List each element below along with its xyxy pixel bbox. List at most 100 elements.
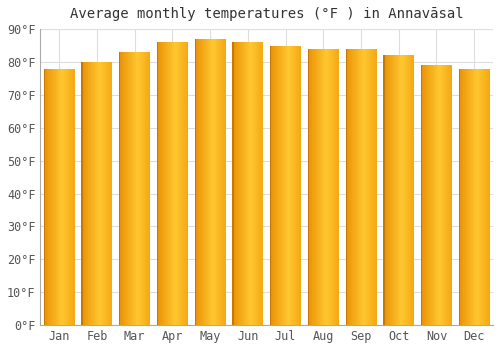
Bar (217, 39, 218, 325)
Bar (283, 46, 284, 325)
Bar (138, 52, 140, 325)
Bar (131, 52, 132, 325)
Bar (440, 65, 441, 325)
Bar (46, 69, 47, 325)
Bar (278, 46, 280, 325)
Bar (206, 39, 207, 325)
Bar (56, 69, 57, 325)
Bar (484, 69, 485, 325)
Bar (161, 42, 162, 325)
Bar (271, 46, 272, 325)
Bar (246, 42, 247, 325)
Bar (280, 46, 281, 325)
Bar (110, 62, 111, 325)
Bar (200, 39, 201, 325)
Bar (52, 69, 53, 325)
Bar (100, 62, 101, 325)
Bar (368, 49, 370, 325)
Bar (398, 55, 399, 325)
Bar (316, 49, 317, 325)
Bar (472, 69, 474, 325)
Bar (133, 52, 134, 325)
Bar (298, 46, 300, 325)
Bar (445, 65, 446, 325)
Bar (286, 46, 287, 325)
Bar (172, 42, 173, 325)
Bar (424, 65, 425, 325)
Bar (196, 39, 197, 325)
Bar (178, 42, 180, 325)
Bar (141, 52, 142, 325)
Bar (410, 55, 411, 325)
Bar (365, 49, 366, 325)
Bar (320, 49, 321, 325)
Bar (395, 55, 396, 325)
Bar (325, 49, 326, 325)
Bar (57, 69, 58, 325)
Bar (287, 46, 288, 325)
Bar (98, 62, 100, 325)
Bar (360, 49, 361, 325)
Bar (468, 69, 469, 325)
Bar (173, 42, 174, 325)
Bar (404, 55, 405, 325)
Bar (276, 46, 277, 325)
Bar (384, 55, 385, 325)
Bar (128, 52, 130, 325)
Bar (322, 49, 324, 325)
Bar (253, 42, 254, 325)
Bar (123, 52, 124, 325)
Bar (432, 65, 434, 325)
Bar (485, 69, 486, 325)
Bar (58, 69, 59, 325)
Bar (476, 69, 478, 325)
Bar (147, 52, 148, 325)
Bar (435, 65, 436, 325)
Bar (427, 65, 428, 325)
Bar (237, 42, 238, 325)
Bar (247, 42, 248, 325)
Bar (159, 42, 160, 325)
Bar (428, 65, 429, 325)
Bar (478, 69, 479, 325)
Bar (248, 42, 250, 325)
Bar (465, 69, 466, 325)
Bar (213, 39, 214, 325)
Bar (434, 65, 435, 325)
Bar (421, 65, 422, 325)
Bar (202, 39, 203, 325)
Bar (136, 52, 137, 325)
Bar (103, 62, 104, 325)
Bar (181, 42, 182, 325)
Bar (163, 42, 164, 325)
Bar (50, 69, 51, 325)
Bar (430, 65, 431, 325)
Bar (210, 39, 211, 325)
Bar (251, 42, 252, 325)
Bar (351, 49, 352, 325)
Bar (144, 52, 146, 325)
Bar (232, 42, 233, 325)
Bar (331, 49, 332, 325)
Bar (375, 49, 376, 325)
Bar (252, 42, 254, 325)
Bar (221, 39, 222, 325)
Bar (60, 69, 62, 325)
Bar (274, 46, 276, 325)
Bar (368, 49, 369, 325)
Bar (371, 49, 372, 325)
Bar (391, 55, 392, 325)
Bar (347, 49, 348, 325)
Bar (346, 49, 347, 325)
Bar (162, 42, 163, 325)
Bar (171, 42, 172, 325)
Bar (102, 62, 103, 325)
Bar (406, 55, 408, 325)
Bar (308, 49, 310, 325)
Bar (129, 52, 130, 325)
Bar (68, 69, 70, 325)
Bar (183, 42, 184, 325)
Bar (224, 39, 225, 325)
Bar (45, 69, 46, 325)
Bar (119, 52, 120, 325)
